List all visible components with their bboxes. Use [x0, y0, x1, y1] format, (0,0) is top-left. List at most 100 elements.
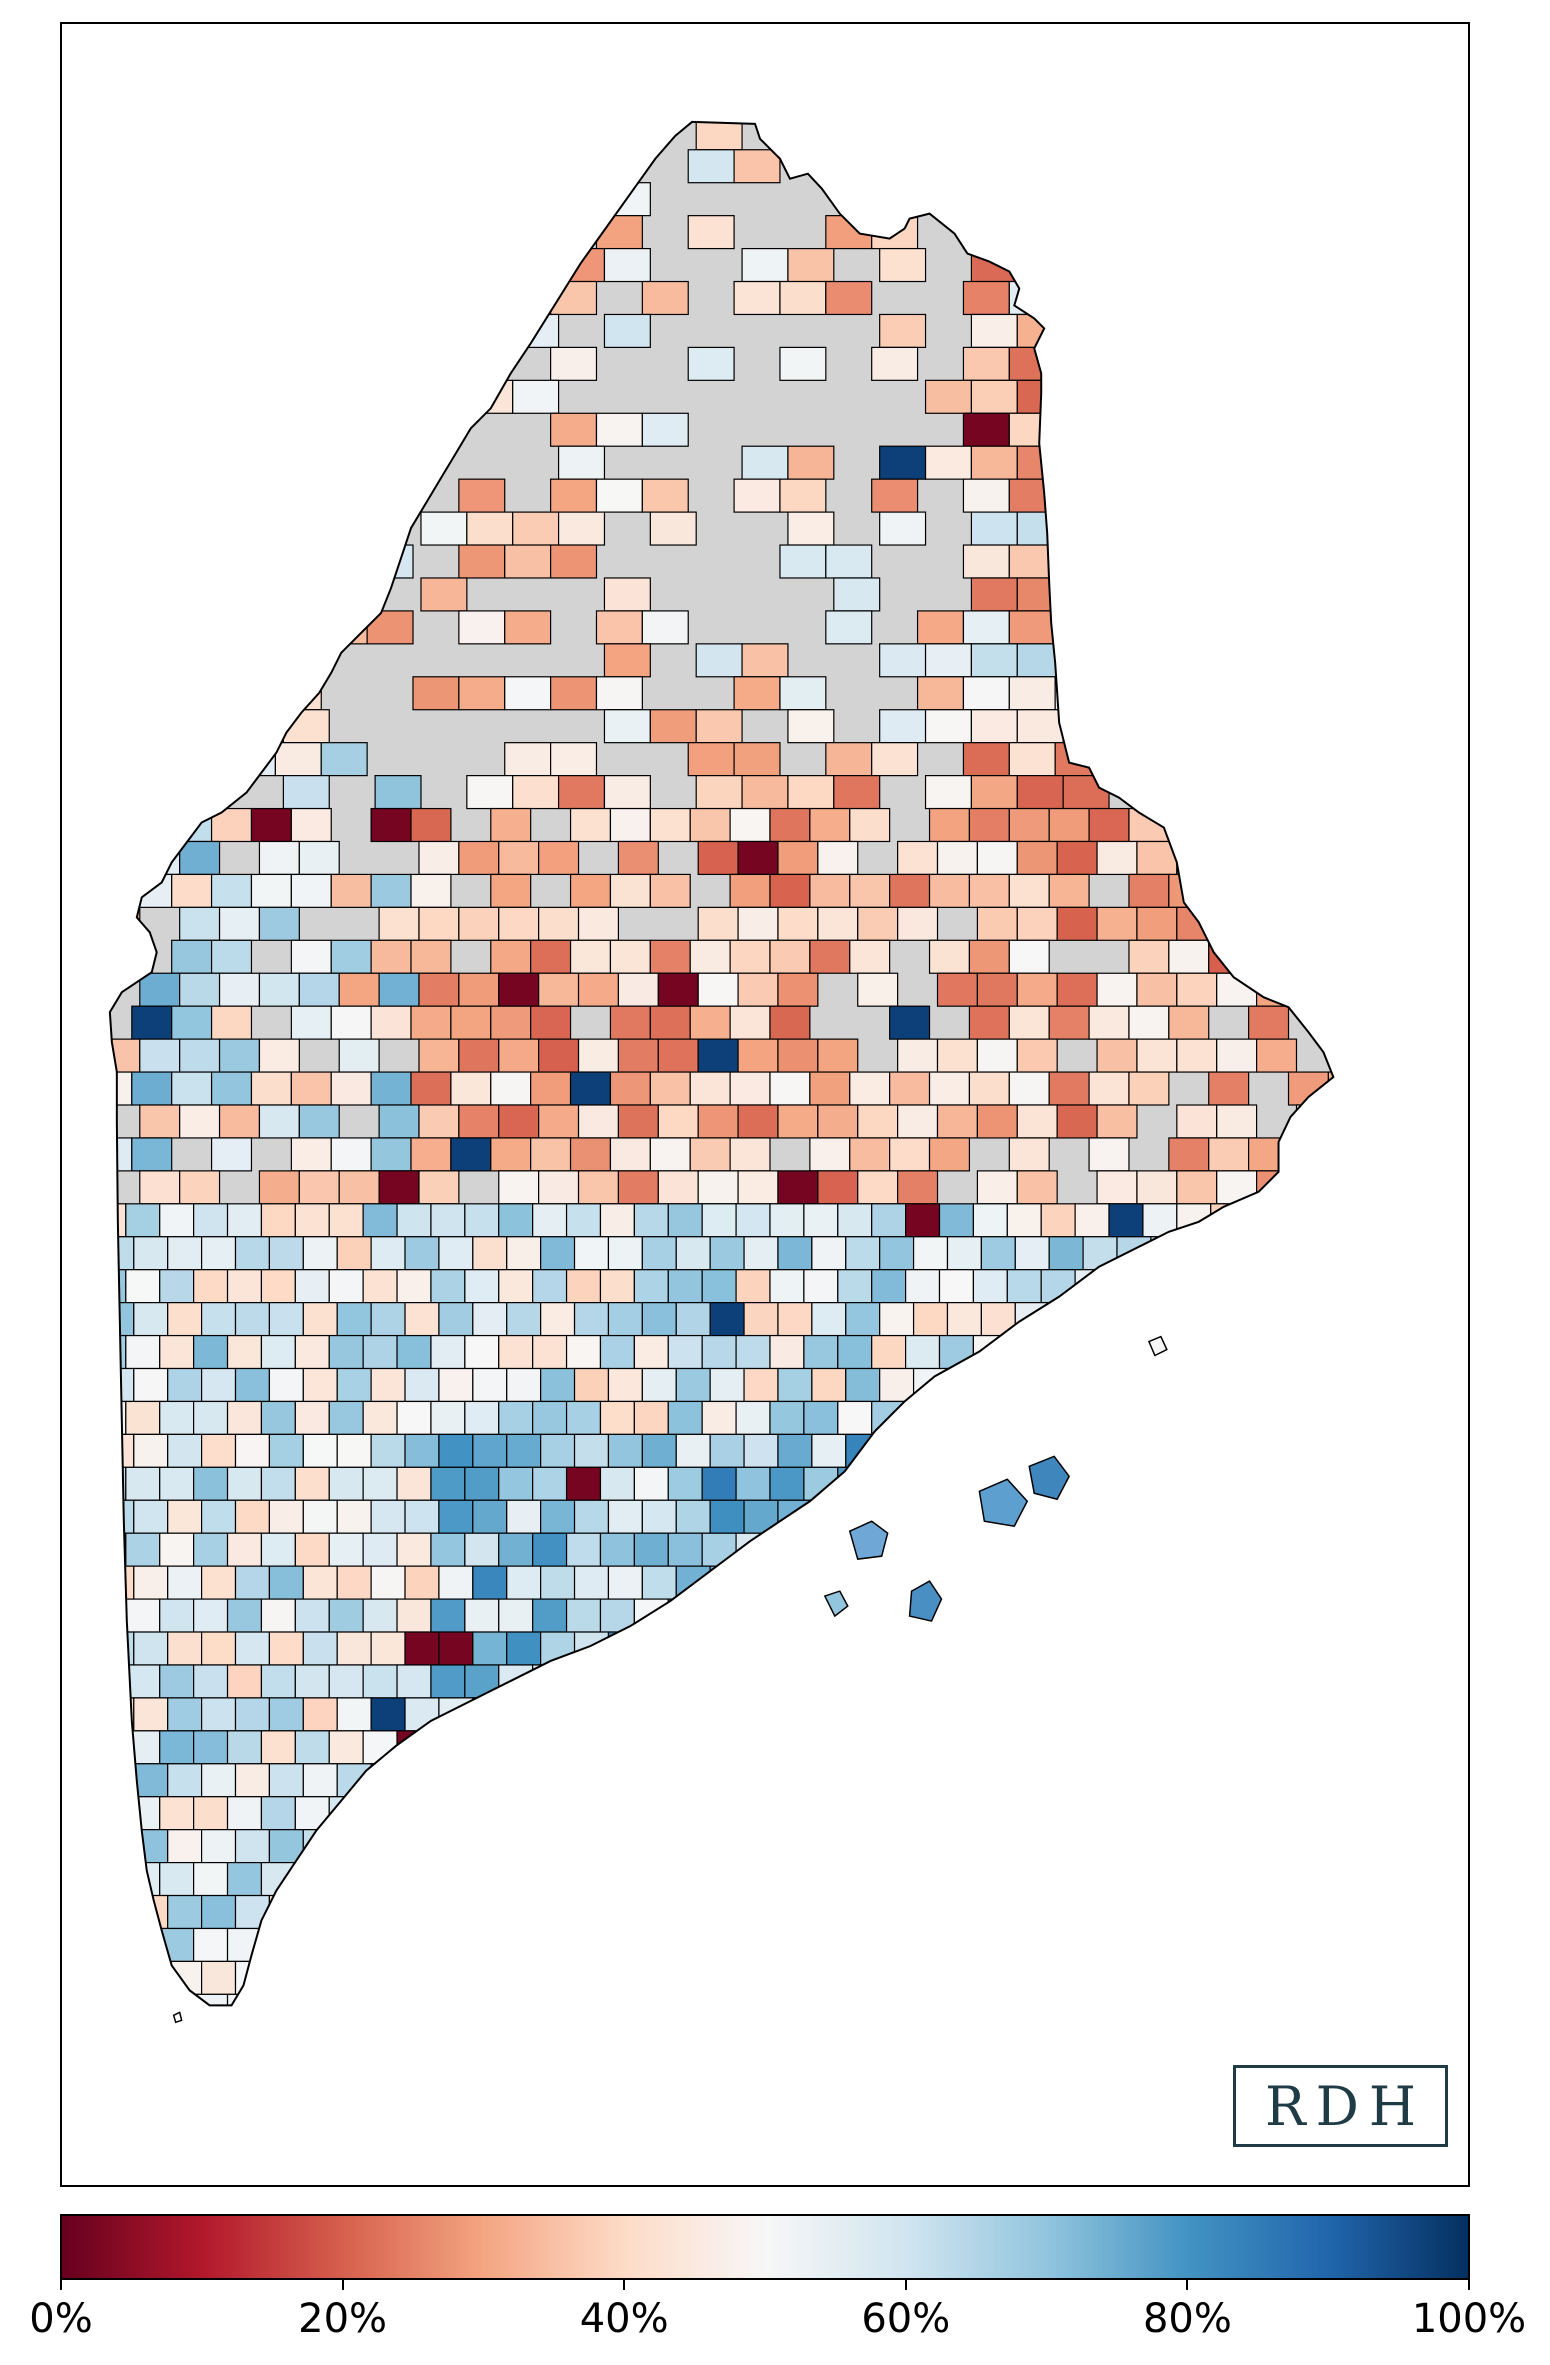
town-unit: [609, 939, 651, 974]
town-unit: [837, 1664, 873, 1699]
town-unit: [282, 511, 330, 546]
town-unit: [159, 1334, 195, 1370]
town-unit: [512, 511, 560, 546]
town-unit: [1096, 1038, 1138, 1073]
town-unit: [236, 313, 284, 349]
town-unit: [1368, 874, 1408, 907]
town-unit: [825, 215, 873, 250]
town-unit: [845, 1367, 881, 1403]
town-unit: [1192, 346, 1240, 381]
town-unit: [938, 1203, 975, 1238]
state-map-group: [109, 84, 1422, 2006]
town-unit: [550, 478, 598, 513]
town-unit: [167, 1697, 203, 1732]
town-unit: [938, 1796, 975, 1831]
town-unit: [573, 1499, 610, 1534]
town-unit: [924, 445, 973, 480]
town-unit: [1277, 1993, 1314, 2006]
town-unit: [743, 1367, 779, 1403]
town-unit: [1291, 643, 1334, 678]
town-unit: [370, 1367, 406, 1403]
town-unit: [201, 1697, 237, 1732]
town-unit: [633, 1400, 669, 1435]
town-unit: [234, 1433, 271, 1468]
town-unit: [532, 1203, 568, 1238]
town-unit: [1108, 1993, 1144, 2006]
town-unit: [675, 1829, 711, 1864]
town-unit: [675, 1367, 711, 1403]
town-unit: [171, 873, 213, 908]
island: [978, 1478, 1029, 1528]
town-unit: [410, 1071, 452, 1106]
town-unit: [274, 610, 322, 645]
town-unit: [641, 1960, 677, 1995]
town-unit: [1176, 906, 1218, 941]
town-unit: [565, 1466, 602, 1501]
town-unit: [1376, 347, 1422, 380]
town-unit: [191, 182, 239, 217]
town-unit: [962, 478, 1010, 513]
town-unit: [1142, 1796, 1178, 1831]
town-unit: [226, 1796, 263, 1831]
town-unit: [1150, 1697, 1186, 1732]
town-unit: [667, 1664, 703, 1699]
town-unit: [1244, 1598, 1280, 1633]
town-unit: [294, 1400, 330, 1435]
town-unit: [410, 1137, 452, 1172]
town-unit: [159, 1400, 195, 1435]
town-unit: [404, 1960, 440, 1995]
town-unit: [1108, 1203, 1144, 1238]
town-unit: [125, 1466, 161, 1501]
town-unit: [378, 972, 420, 1007]
town-unit: [879, 1697, 915, 1732]
town-unit: [803, 1664, 839, 1699]
town-unit: [420, 313, 468, 349]
town-unit: [282, 775, 330, 810]
town-unit: [1008, 807, 1050, 843]
town-unit: [599, 1532, 635, 1567]
town-unit: [125, 1598, 161, 1633]
town-unit: [139, 1038, 181, 1073]
town-unit: [298, 1104, 340, 1139]
town-unit: [472, 1697, 508, 1732]
town-unit: [1336, 1171, 1376, 1204]
town-unit: [1354, 1698, 1388, 1731]
town-unit: [787, 775, 835, 810]
town-unit: [183, 610, 231, 645]
town-unit: [1054, 280, 1102, 316]
town-unit: [133, 1565, 169, 1600]
town-unit: [845, 1631, 881, 1666]
town-unit: [1142, 1598, 1178, 1633]
town-unit: [972, 1532, 1008, 1567]
town-unit: [330, 939, 372, 974]
town-unit: [1074, 1927, 1110, 1963]
town-unit: [565, 1796, 602, 1831]
town-unit: [1252, 1829, 1288, 1864]
town-unit: [1074, 1400, 1110, 1435]
town-unit: [1176, 1400, 1212, 1435]
town-unit: [1146, 544, 1194, 579]
town-unit: [268, 1894, 304, 1930]
town-unit: [1238, 280, 1286, 316]
town-unit: [1008, 478, 1056, 513]
town-unit: [1147, 84, 1193, 117]
town-unit: [936, 972, 978, 1007]
town-unit: [1008, 412, 1056, 447]
town-unit: [228, 412, 276, 447]
town-unit: [179, 1170, 221, 1205]
town-unit: [1376, 677, 1422, 710]
town-unit: [777, 1697, 813, 1732]
town-unit: [336, 1236, 372, 1271]
town-unit: [109, 742, 139, 777]
town-unit: [1116, 1829, 1152, 1864]
town-unit: [1311, 1400, 1334, 1435]
town-unit: [1329, 478, 1334, 513]
town-unit: [777, 1960, 813, 1995]
town-unit: [697, 906, 739, 941]
town-unit: [236, 577, 284, 612]
town-unit: [1176, 1598, 1212, 1633]
town-unit: [438, 1367, 474, 1403]
town-unit: [689, 939, 731, 974]
town-unit: [410, 1005, 452, 1040]
town-unit: [1208, 1137, 1250, 1172]
